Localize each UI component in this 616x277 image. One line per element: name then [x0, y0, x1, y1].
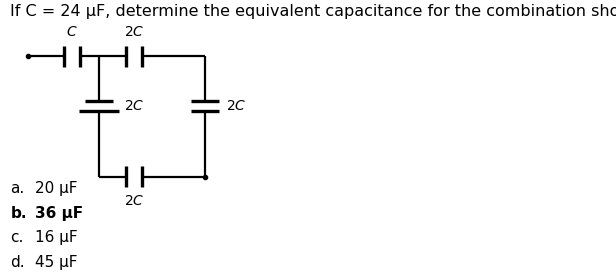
Text: d.: d. — [10, 255, 25, 270]
Text: $2C$: $2C$ — [124, 194, 145, 208]
Text: 45 μF: 45 μF — [34, 255, 77, 270]
Text: 16 μF: 16 μF — [34, 230, 77, 245]
Text: $C$: $C$ — [67, 25, 78, 39]
Text: 20 μF: 20 μF — [34, 181, 77, 196]
Text: $2C$: $2C$ — [226, 99, 246, 112]
Text: 36 μF: 36 μF — [34, 206, 83, 221]
Text: $2C$: $2C$ — [124, 25, 145, 39]
Text: a.: a. — [10, 181, 25, 196]
Text: b.: b. — [10, 206, 26, 221]
Text: $2C$: $2C$ — [124, 99, 145, 112]
Text: If C = 24 μF, determine the equivalent capacitance for the combination shown.: If C = 24 μF, determine the equivalent c… — [10, 4, 616, 19]
Text: c.: c. — [10, 230, 23, 245]
